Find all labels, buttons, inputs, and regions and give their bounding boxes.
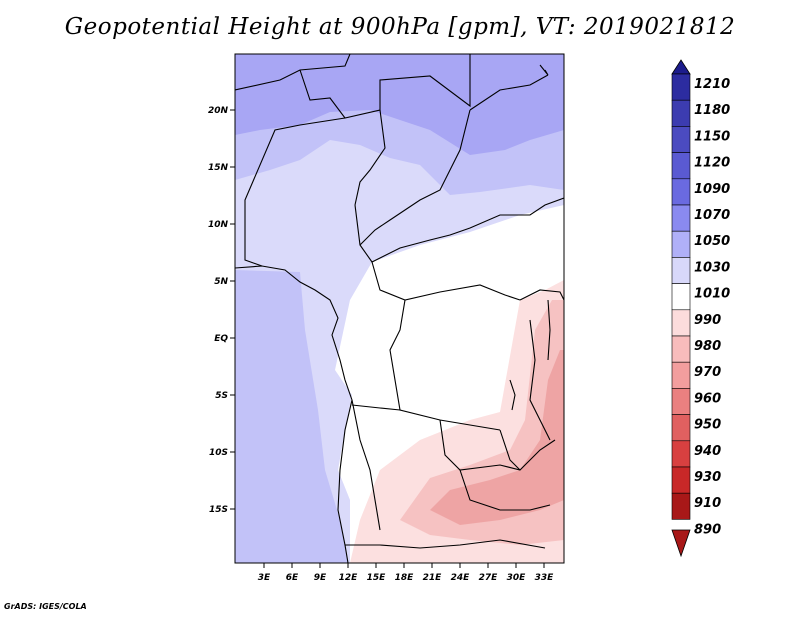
- lon-label: 27E: [479, 573, 499, 583]
- lon-label: 3E: [258, 573, 271, 583]
- colorbar-level-label: 890: [694, 522, 721, 537]
- lon-label: 21E: [423, 573, 443, 583]
- field-high: [235, 54, 564, 155]
- colorbar-bottom-arrow: [671, 529, 691, 558]
- colorbar-swatch: [671, 335, 691, 363]
- colorbar-level-label: 1070: [694, 208, 730, 223]
- colorbar-swatch: [671, 257, 691, 284]
- colorbar-level-label: 1150: [694, 129, 730, 144]
- colorbar-level-label: 970: [694, 365, 721, 380]
- colorbar-level-label: 1050: [694, 234, 730, 249]
- lat-label: 10S: [209, 448, 228, 458]
- colorbar-swatch: [671, 126, 691, 153]
- colorbar-swatch: [671, 361, 691, 389]
- lat-label: EQ: [214, 334, 228, 344]
- lon-label: 18E: [395, 573, 415, 583]
- colorbar-segments: [671, 73, 691, 520]
- colorbar-labels: 1210 1180 1150 1120 1090 1070 1050 1030 1010 990 9…: [694, 77, 730, 537]
- lat-label: 15N: [208, 163, 229, 173]
- lon-label: 15E: [367, 573, 387, 583]
- lon-label: 33E: [535, 573, 555, 583]
- colorbar-level-label: 1120: [694, 156, 730, 171]
- colorbar-level-label: 930: [694, 470, 721, 485]
- colorbar: 1210 1180 1150 1120 1090 1070 1050 1030 1010 990 9…: [671, 59, 730, 558]
- colorbar-level-label: 1030: [694, 260, 730, 275]
- colorbar-swatch: [671, 492, 691, 520]
- lat-label: 20N: [208, 106, 229, 116]
- map-panel: 20N 15N 10N 5N EQ 5S 10S 15S 3E 6E 9E 12…: [208, 53, 565, 583]
- lon-label: 9E: [314, 573, 327, 583]
- colorbar-level-label: 980: [694, 339, 721, 354]
- colorbar-swatch: [671, 440, 691, 468]
- colorbar-swatch: [671, 309, 691, 337]
- lat-label: 5S: [215, 391, 228, 401]
- colorbar-swatch: [671, 388, 691, 415]
- colorbar-swatch: [671, 152, 691, 180]
- coastlines-borders: [235, 54, 564, 563]
- colorbar-level-label: 990: [694, 313, 721, 328]
- lat-label: 10N: [208, 220, 229, 230]
- colorbar-swatch: [671, 414, 691, 442]
- grads-credit: GrADS: IGES/COLA: [4, 602, 87, 611]
- colorbar-level-label: 1210: [694, 77, 730, 92]
- field-west-band: [235, 270, 348, 563]
- lat-label: 5N: [214, 277, 228, 287]
- lon-label: 30E: [507, 573, 527, 583]
- lat-label: 15S: [209, 505, 228, 515]
- colorbar-level-label: 940: [694, 444, 721, 459]
- longitude-axis: 3E 6E 9E 12E 15E 18E 21E 24E 27E 30E 33E: [258, 563, 554, 583]
- colorbar-swatch: [671, 230, 691, 258]
- lon-label: 6E: [286, 573, 299, 583]
- lon-label: 12E: [339, 573, 359, 583]
- colorbar-level-label: 1180: [694, 103, 730, 118]
- field-warm-dark: [430, 350, 564, 525]
- latitude-axis: 20N 15N 10N 5N EQ 5S 10S 15S: [208, 106, 235, 515]
- colorbar-swatch: [671, 466, 691, 494]
- map-frame: [234, 53, 565, 564]
- colorbar-swatch: [671, 204, 691, 232]
- map-title: Geopotential Height at 900hPa [gpm], VT:…: [64, 14, 736, 40]
- colorbar-level-label: 910: [694, 496, 721, 511]
- colorbar-top-arrow: [671, 59, 691, 75]
- colorbar-swatch: [671, 99, 691, 127]
- colorbar-level-label: 1010: [694, 287, 730, 302]
- colorbar-swatch: [671, 178, 691, 206]
- colorbar-swatch: [671, 73, 691, 101]
- colorbar-level-label: 1090: [694, 182, 730, 197]
- lon-label: 24E: [451, 573, 471, 583]
- colorbar-swatch: [671, 283, 691, 311]
- colorbar-level-label: 960: [694, 391, 721, 406]
- colorbar-level-label: 950: [694, 418, 721, 433]
